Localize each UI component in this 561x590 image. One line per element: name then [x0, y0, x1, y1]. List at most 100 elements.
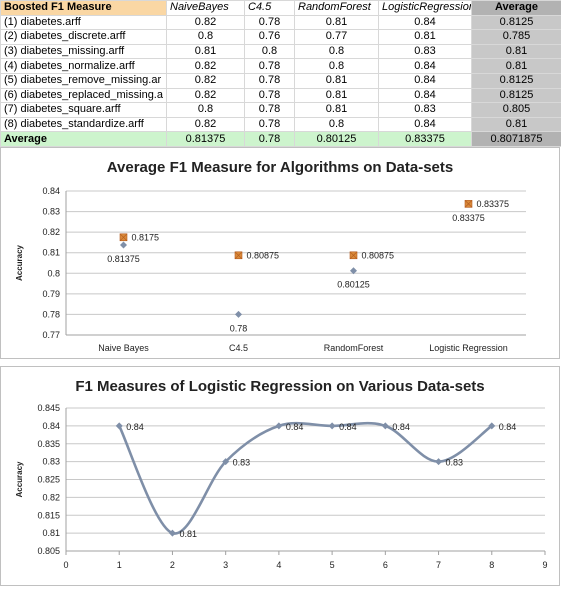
- x-tick-label: RandomForest: [324, 343, 384, 353]
- y-tick-label: 0.84: [42, 186, 60, 196]
- table-cell: 0.84: [379, 73, 472, 88]
- dataset-name-cell: (3) diabetes_missing.arff: [1, 44, 167, 59]
- table-cell: 0.81: [295, 103, 379, 118]
- table-cell: 0.8: [167, 103, 245, 118]
- average-row-cell: 0.78: [245, 132, 295, 147]
- logistic-regression-chart-panel: F1 Measures of Logistic Regression on Va…: [0, 366, 560, 586]
- header-cell-logisticregression: LogisticRegression: [379, 1, 472, 16]
- table-cell: 0.78: [245, 15, 295, 30]
- data-label: 0.81: [179, 529, 197, 539]
- row-average-cell: 0.785: [472, 30, 561, 45]
- data-label: 0.80875: [247, 250, 280, 260]
- series-line: [119, 423, 492, 533]
- table-cell: 0.8: [295, 59, 379, 74]
- table-cell: 0.8: [295, 117, 379, 132]
- x-tick-label: 7: [436, 560, 441, 570]
- data-label: 0.84: [499, 422, 517, 432]
- y-tick-label: 0.835: [37, 439, 60, 449]
- row-average-cell: 0.805: [472, 103, 561, 118]
- average-row-overall: 0.8071875: [472, 132, 561, 147]
- average-row-cell: 0.81375: [167, 132, 245, 147]
- data-label: 0.84: [286, 422, 304, 432]
- data-label: 0.80125: [337, 280, 370, 290]
- table-cell: 0.8: [245, 44, 295, 59]
- x-tick-label: 1: [117, 560, 122, 570]
- table-cell: 0.78: [245, 103, 295, 118]
- y-tick-label: 0.845: [37, 403, 60, 413]
- y-tick-label: 0.81: [42, 528, 60, 538]
- data-label: 0.8175: [132, 232, 160, 242]
- table-cell: 0.8: [295, 44, 379, 59]
- y-tick-label: 0.83: [42, 457, 60, 467]
- y-tick-label: 0.81: [42, 248, 60, 258]
- chart-title: F1 Measures of Logistic Regression on Va…: [75, 378, 484, 395]
- data-label: 0.78: [230, 323, 248, 333]
- dataset-name-cell: (6) diabetes_replaced_missing.a: [1, 88, 167, 103]
- dataset-name-cell: (1) diabetes.arff: [1, 15, 167, 30]
- data-label: 0.84: [126, 422, 144, 432]
- table-cell: 0.83: [379, 44, 472, 59]
- logistic-regression-chart: F1 Measures of Logistic Regression on Va…: [1, 367, 559, 585]
- data-label: 0.83: [233, 458, 251, 468]
- average-row-cell: 0.83375: [379, 132, 472, 147]
- y-axis-label: Accuracy: [15, 461, 24, 498]
- row-average-cell: 0.81: [472, 59, 561, 74]
- dataset-name-cell: (8) diabetes_standardize.arff: [1, 117, 167, 132]
- header-cell-title: Boosted F1 Measure: [1, 1, 167, 16]
- x-tick-label: 8: [489, 560, 494, 570]
- table-cell: 0.84: [379, 88, 472, 103]
- table-cell: 0.76: [245, 30, 295, 45]
- y-tick-label: 0.815: [37, 510, 60, 520]
- y-tick-label: 0.84: [42, 421, 60, 431]
- x-tick-label: Logistic Regression: [429, 343, 508, 353]
- row-average-cell: 0.81: [472, 117, 561, 132]
- data-point: [435, 458, 442, 465]
- y-tick-label: 0.79: [42, 289, 60, 299]
- table-cell: 0.84: [379, 117, 472, 132]
- table-header-row: Boosted F1 Measure NaiveBayes C4.5 Rando…: [1, 1, 561, 16]
- data-label: 0.83: [446, 458, 464, 468]
- y-tick-label: 0.8: [47, 268, 60, 278]
- row-average-cell: 0.81: [472, 44, 561, 59]
- y-tick-label: 0.77: [42, 330, 60, 340]
- data-point-diamond: [235, 311, 242, 318]
- x-tick-label: 0: [63, 560, 68, 570]
- x-tick-label: 6: [383, 560, 388, 570]
- table-cell: 0.77: [295, 30, 379, 45]
- average-row-cell: 0.80125: [295, 132, 379, 147]
- x-tick-label: 2: [170, 560, 175, 570]
- table-cell: 0.84: [379, 59, 472, 74]
- dataset-name-cell: (2) diabetes_discrete.arff: [1, 30, 167, 45]
- table-cell: 0.78: [245, 88, 295, 103]
- table-cell: 0.82: [167, 117, 245, 132]
- y-tick-label: 0.78: [42, 309, 60, 319]
- dataset-name-cell: (7) diabetes_square.arff: [1, 103, 167, 118]
- table-cell: 0.78: [245, 59, 295, 74]
- table-cell: 0.82: [167, 73, 245, 88]
- y-axis-label: Accuracy: [15, 244, 24, 281]
- header-cell-c45: C4.5: [245, 1, 295, 16]
- table-cell: 0.82: [167, 15, 245, 30]
- table-cell: 0.81: [379, 30, 472, 45]
- x-tick-label: 5: [330, 560, 335, 570]
- average-row-label: Average: [1, 132, 167, 147]
- table-cell: 0.83: [379, 103, 472, 118]
- table-cell: 0.84: [379, 15, 472, 30]
- y-tick-label: 0.82: [42, 227, 60, 237]
- table-cell: 0.78: [245, 117, 295, 132]
- y-tick-label: 0.82: [42, 492, 60, 502]
- boosted-f1-table: Boosted F1 Measure NaiveBayes C4.5 Rando…: [0, 0, 561, 147]
- header-cell-average: Average: [472, 1, 561, 16]
- table-cell: 0.81: [167, 44, 245, 59]
- row-average-cell: 0.8125: [472, 15, 561, 30]
- dataset-name-cell: (4) diabetes_normalize.arff: [1, 59, 167, 74]
- header-cell-randomforest: RandomForest: [295, 1, 379, 16]
